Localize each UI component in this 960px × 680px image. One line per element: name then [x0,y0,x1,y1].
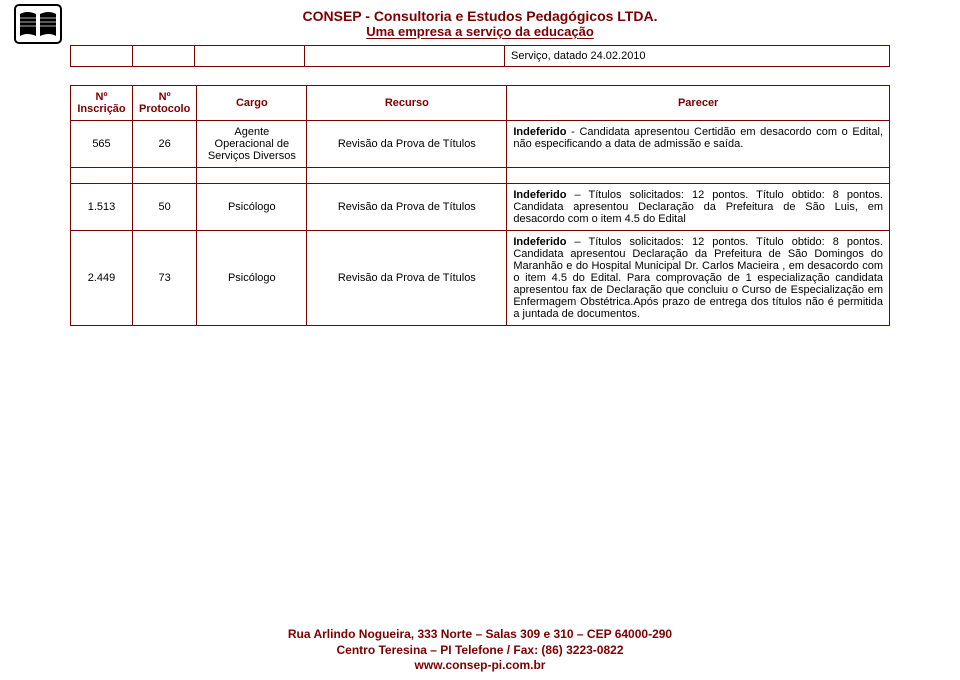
col-header-protocolo: Nº Protocolo [133,86,197,121]
table-header-row: Nº Inscrição Nº Protocolo Cargo Recurso … [71,86,890,121]
col-header-recurso: Recurso [307,86,507,121]
spacer-cell [71,168,133,184]
parecer-rest: – Títulos solicitados: 12 pontos. Título… [513,189,883,225]
parecer-rest: - Candidata apresentou Certidão em desac… [513,126,883,150]
header-text-block: CONSEP - Consultoria e Estudos Pedagógic… [0,8,960,39]
cell-inscricao: 2.449 [71,231,133,326]
cell-recurso: Revisão da Prova de Títulos [307,121,507,168]
book-icon [14,4,62,44]
table-row: 1.513 50 Psicólogo Revisão da Prova de T… [71,184,890,231]
main-table: Nº Inscrição Nº Protocolo Cargo Recurso … [70,85,890,326]
cell-cargo: Psicólogo [197,184,307,231]
cell-protocolo: 73 [133,231,197,326]
cell-protocolo: 26 [133,121,197,168]
col-header-cargo: Cargo [197,86,307,121]
table-body: 565 26 Agente Operacional de Serviços Di… [71,121,890,326]
spacer-row [71,168,890,184]
parecer-lead: Indeferido [513,126,566,138]
parecer-rest: – Títulos solicitados: 12 pontos. Título… [513,236,883,320]
stub-row: Serviço, datado 24.02.2010 [71,46,890,67]
parecer-lead: Indeferido [513,189,566,201]
cell-inscricao: 1.513 [71,184,133,231]
stub-cell [195,46,305,67]
spacer-cell [507,168,890,184]
spacer-cell [133,168,197,184]
table-row: 2.449 73 Psicólogo Revisão da Prova de T… [71,231,890,326]
spacer-cell [197,168,307,184]
stub-cell [71,46,133,67]
cell-recurso: Revisão da Prova de Títulos [307,184,507,231]
cell-recurso: Revisão da Prova de Títulos [307,231,507,326]
stub-cell-text: Serviço, datado 24.02.2010 [505,46,890,67]
header-subtitle: Uma empresa a serviço da educação [0,24,960,39]
cell-inscricao: 565 [71,121,133,168]
col-header-parecer: Parecer [507,86,890,121]
spacer-cell [307,168,507,184]
header-title: CONSEP - Consultoria e Estudos Pedagógic… [0,8,960,24]
cell-parecer: Indeferido - Candidata apresentou Certid… [507,121,890,168]
footer-line-2: Centro Teresina – PI Telefone / Fax: (86… [0,643,960,659]
table-row: 565 26 Agente Operacional de Serviços Di… [71,121,890,168]
col-header-inscricao: Nº Inscrição [71,86,133,121]
stub-cell [133,46,195,67]
cell-cargo: Psicólogo [197,231,307,326]
footer-line-1: Rua Arlindo Nogueira, 333 Norte – Salas … [0,627,960,643]
stub-cell [305,46,505,67]
document-footer: Rua Arlindo Nogueira, 333 Norte – Salas … [0,627,960,674]
footer-line-3: www.consep-pi.com.br [0,658,960,674]
cell-parecer: Indeferido – Títulos solicitados: 12 pon… [507,184,890,231]
parecer-lead: Indeferido [513,236,566,248]
cell-parecer: Indeferido – Títulos solicitados: 12 pon… [507,231,890,326]
document-header: CONSEP - Consultoria e Estudos Pedagógic… [0,0,960,39]
cell-protocolo: 50 [133,184,197,231]
cell-cargo: Agente Operacional de Serviços Diversos [197,121,307,168]
stub-table: Serviço, datado 24.02.2010 [70,45,890,67]
table-head: Nº Inscrição Nº Protocolo Cargo Recurso … [71,86,890,121]
